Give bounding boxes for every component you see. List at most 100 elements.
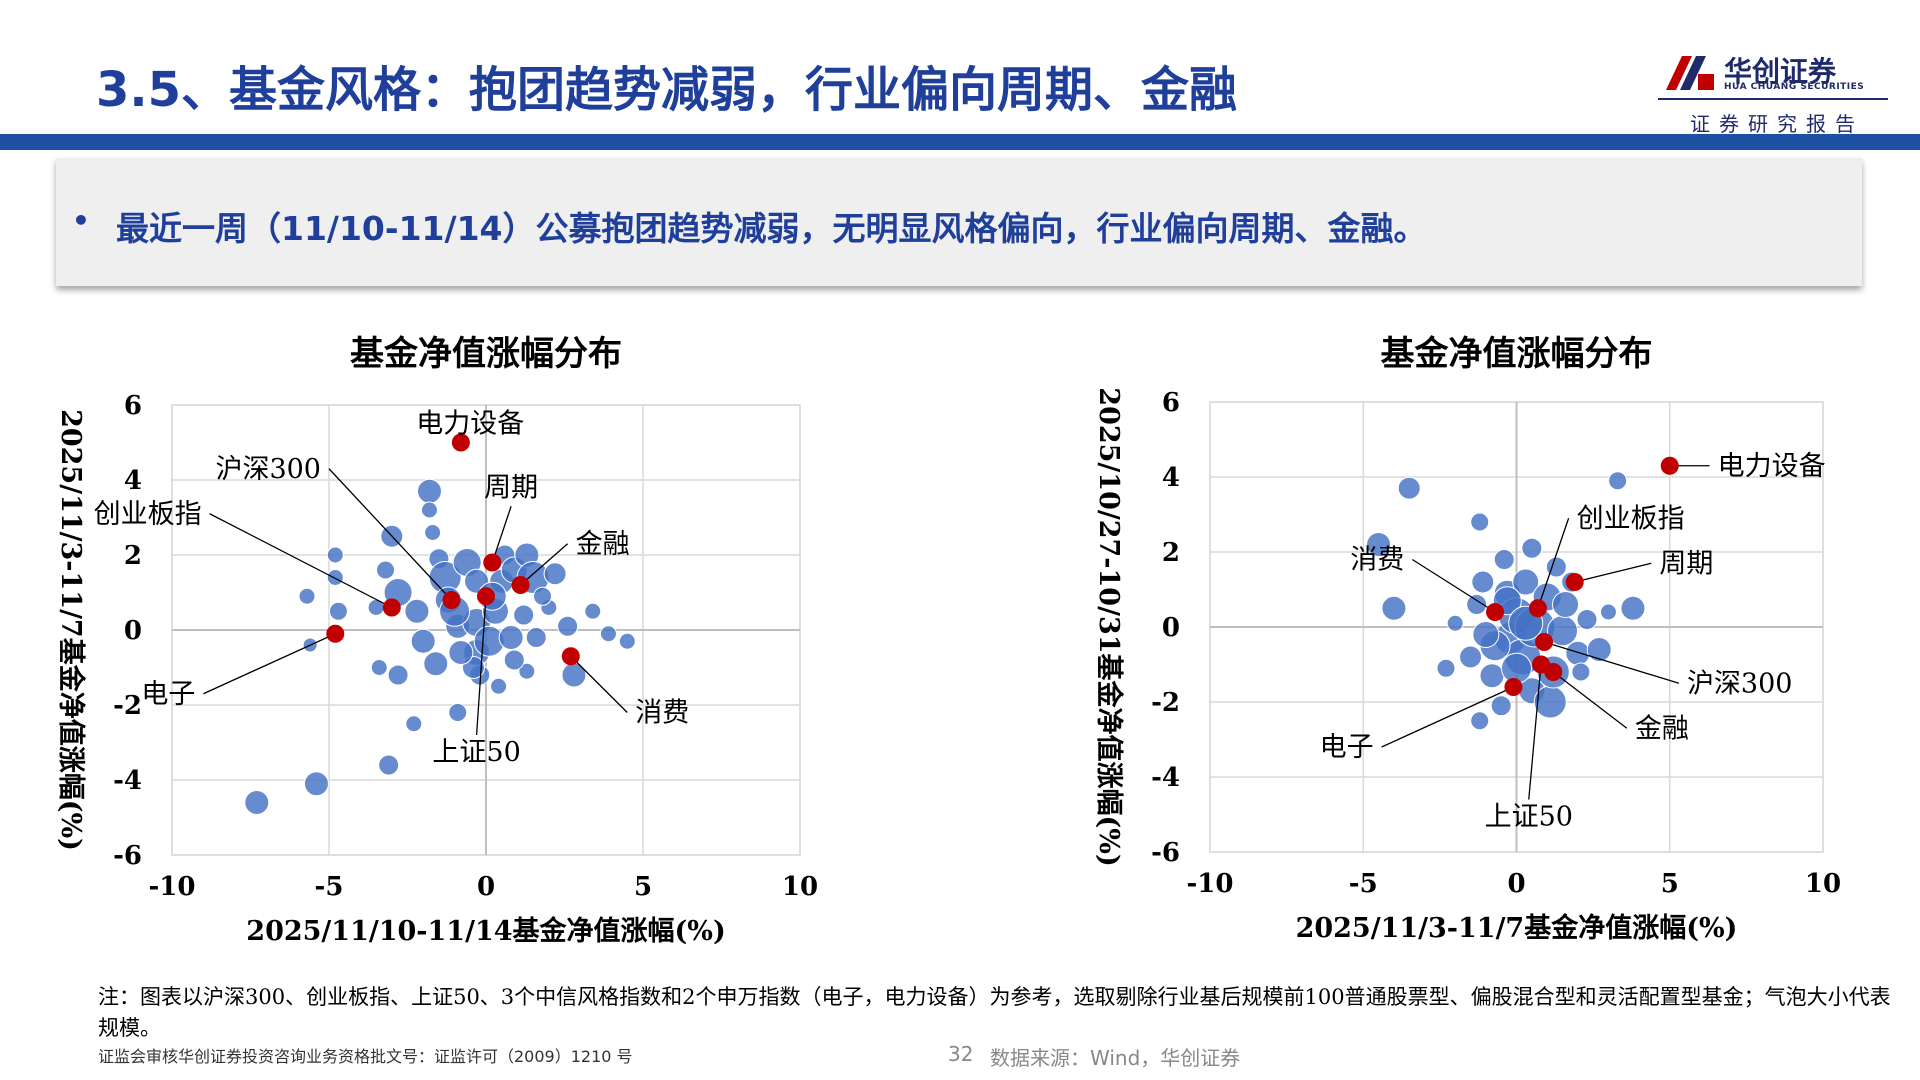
footer-certification: 证监会审核华创证券投资咨询业务资格批文号：证监许可（2009）1210 号 [98,1047,633,1066]
fund-bubble [416,478,442,504]
fund-bubble [503,649,525,671]
x-tick-label: 0 [477,872,495,902]
fund-bubble [1599,603,1617,621]
chart-title: 基金净值涨幅分布 [350,334,622,374]
fund-bubble [1571,662,1591,682]
y-tick-label: 0 [124,616,142,646]
fund-bubble [1381,595,1407,621]
header-bar [0,134,1920,150]
chart-note: 注：图表以沪深300、创业板指、上证50、3个中信风格指数和2个申万指数（电子，… [98,985,1891,1040]
highlight-point [561,647,580,666]
y-tick-label: -4 [1151,763,1180,793]
fund-bubble [525,627,547,648]
fund-bubble [490,677,508,695]
fund-bubble [405,715,423,733]
highlight-point [382,598,401,617]
highlight-label: 创业板指 [94,499,202,530]
fund-bubble [423,651,449,677]
y-tick-label: -2 [113,691,142,721]
fund-bubble [1565,640,1591,666]
leader-line [328,468,452,601]
fund-bubble [376,560,396,580]
fund-bubble [1490,695,1512,717]
bullet-icon: • [72,204,90,237]
fund-bubble [1472,621,1500,648]
chart-right-svg: 基金净值涨幅分布 -10 -5 0 5 10 6 4 2 0 -2 -4 -6 2025/11/3-11/… [1093,334,1841,944]
leader-line [1543,641,1680,684]
fund-bubble [404,598,430,624]
fund-bubble [1470,711,1490,731]
fund-bubble [533,586,553,606]
y-tick-label: 4 [124,466,142,496]
leader-line [1528,664,1542,800]
report-tag: 证券研究报告 [1690,112,1864,136]
x-tick-label: 5 [634,872,652,902]
fund-bubble [1512,568,1540,596]
highlight-point [451,433,470,452]
fund-bubble [326,546,344,564]
highlight-point [483,553,502,572]
y-tick-label: -6 [1151,838,1180,868]
highlight-label: 消费 [635,698,689,729]
fund-bubble [370,659,388,676]
highlight-label: 金融 [576,529,630,560]
fund-bubble [513,604,535,626]
fund-bubble [1459,645,1483,669]
leader-line [475,596,487,736]
fund-bubble [518,662,536,680]
x-tick-label: 0 [1507,869,1525,899]
leader-line [209,513,393,609]
fund-bubble [1436,658,1456,678]
y-tick-label: -4 [113,766,142,796]
fund-bubble [1366,532,1392,557]
x-axis-label: 2025/11/3-11/7基金净值涨幅(%) [1296,912,1738,944]
page-number: 32 [948,1042,974,1066]
highlight-point [1486,603,1505,621]
highlight-label: 电力设备 [1718,451,1826,482]
fund-bubble [1545,556,1567,578]
highlight-point [1504,678,1523,696]
x-axis-label: 2025/11/10-11/14基金净值涨幅(%) [246,915,725,947]
fund-bubble [328,601,348,621]
leader-line [203,633,336,695]
highlight-label: 沪深300 [1687,668,1793,699]
fund-bubble [1493,549,1515,570]
fund-bubble [498,625,524,650]
bubble-chart-left: 基金净值涨幅分布 -10 -5 0 5 10 6 4 2 0 -2 -4 -6 2025/11/10-11… [52,330,852,970]
highlight-label: 上证50 [432,737,520,768]
highlight-label: 电子 [141,679,195,710]
highlight-label: 电力设备 [416,409,524,440]
leader-line [520,543,569,586]
highlight-point [1565,573,1584,591]
highlight-label: 金融 [1635,713,1689,744]
fund-bubble [543,562,567,586]
bubble-chart-right: 基金净值涨幅分布 -10 -5 0 5 10 6 4 2 0 -2 -4 -6 2025/11/3-11/… [1090,330,1910,970]
x-tick-label: -5 [315,872,344,902]
fund-bubble [561,662,587,688]
fund-bubble [1470,512,1490,532]
x-tick-label: 10 [1805,869,1841,899]
fund-bubble [599,625,617,643]
highlight-label: 周期 [1659,548,1713,579]
leader-line [570,655,628,713]
leader-line [1381,686,1514,748]
leader-line [1537,518,1570,609]
fund-bubble [1466,594,1488,615]
fund-bubble [420,501,438,519]
y-tick-label: 0 [1162,613,1180,643]
fund-bubble [410,628,436,654]
page-title: 3.5、基金风格：抱团趋势减弱，行业偏向周期、金融 [96,62,1238,118]
highlight-label: 创业板指 [1577,503,1685,534]
logo-divider [1658,98,1888,100]
leader-line [1411,558,1496,613]
fund-bubble [1552,591,1580,618]
y-tick-label: 6 [124,391,142,421]
y-tick-label: -6 [113,841,142,871]
y-tick-label: 6 [1162,388,1180,418]
highlight-label: 消费 [1350,545,1404,576]
highlight-point [442,591,461,609]
fund-bubble [1471,570,1495,594]
chart-title: 基金净值涨幅分布 [1381,334,1653,374]
fund-bubble [303,771,329,797]
highlight-point [1660,456,1679,475]
